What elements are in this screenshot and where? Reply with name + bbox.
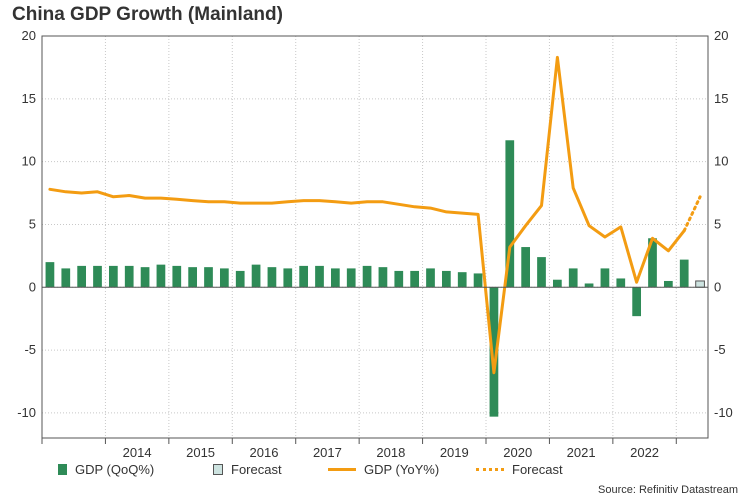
gdp-qoq-bar	[267, 267, 277, 288]
gdp-qoq-bar	[330, 268, 340, 288]
gdp-qoq-bar	[172, 265, 182, 288]
gdp-qoq-bar	[441, 270, 451, 288]
legend-bar-forecast: Forecast	[213, 462, 282, 477]
gdp-qoq-bar	[108, 265, 118, 288]
legend-line: GDP (YoY%)	[328, 462, 439, 477]
y-tick-label-left: 20	[22, 28, 36, 43]
forecast-line	[682, 195, 702, 233]
gdp-qoq-bar	[537, 257, 546, 288]
x-tick-label: 2016	[250, 445, 279, 460]
x-tick-label: 2022	[630, 445, 659, 460]
line-series	[48, 55, 702, 375]
gdp-qoq-bar	[315, 265, 324, 288]
gdp-qoq-bar	[473, 273, 483, 288]
gdp-qoq-bar	[283, 268, 293, 288]
legend-bar-swatch	[58, 464, 67, 475]
y-tick-label-left: 0	[29, 279, 36, 294]
y-tick-label-right: -10	[714, 405, 733, 420]
gdp-qoq-bar	[93, 265, 102, 288]
gdp-qoq-bar	[299, 265, 309, 288]
legend-line-forecast-label: Forecast	[512, 462, 563, 477]
gdp-qoq-bar	[679, 259, 689, 288]
x-tick-label: 2020	[503, 445, 532, 460]
gdp-qoq-bar	[600, 268, 610, 288]
gdp-qoq-bar	[45, 262, 55, 288]
gdp-qoq-bar	[584, 283, 594, 288]
y-tick-label-left: -5	[24, 342, 36, 357]
gdp-qoq-bar	[346, 268, 356, 288]
gdp-qoq-bar	[61, 268, 71, 288]
gdp-qoq-bar	[235, 270, 245, 288]
grid-lines	[42, 35, 708, 438]
gdp-qoq-bar	[457, 272, 467, 288]
y-tick-label-left: 10	[22, 154, 36, 169]
gdp-qoq-bar	[362, 265, 372, 288]
legend: GDP (QoQ%) Forecast GDP (YoY%) Forecast	[58, 462, 658, 482]
gdp-qoq-bar	[219, 268, 229, 288]
x-tick-label: 2018	[376, 445, 405, 460]
x-tick-label: 2015	[186, 445, 215, 460]
gdp-qoq-bar	[426, 268, 435, 288]
x-tick-label: 2014	[123, 445, 152, 460]
gdp-qoq-bar	[663, 280, 673, 288]
gdp-qoq-bar	[521, 247, 531, 288]
gdp-qoq-bar	[156, 264, 166, 288]
y-tick-label-left: 5	[29, 216, 36, 231]
legend-bar-forecast-label: Forecast	[231, 462, 282, 477]
y-tick-label-right: 20	[714, 28, 728, 43]
gdp-qoq-bar	[140, 267, 150, 288]
gdp-yoy-line	[48, 55, 686, 375]
legend-line-forecast-swatch	[476, 468, 504, 471]
x-tick-label: 2017	[313, 445, 342, 460]
y-tick-label-right: 0	[714, 279, 721, 294]
legend-bar-forecast-swatch	[213, 464, 223, 475]
gdp-qoq-bar	[552, 279, 562, 288]
gdp-qoq-bar	[489, 287, 499, 417]
legend-line-swatch	[328, 468, 356, 471]
gdp-qoq-bar	[378, 267, 388, 288]
legend-line-label: GDP (YoY%)	[364, 462, 440, 477]
y-tick-label-right: 15	[714, 91, 728, 106]
x-tick-label: 2019	[440, 445, 469, 460]
y-tick-label-left: 15	[22, 91, 36, 106]
gdp-qoq-bar	[632, 287, 642, 317]
gdp-qoq-bar	[251, 264, 261, 288]
gdp-qoq-bar	[77, 265, 87, 288]
gdp-qoq-bar	[505, 140, 515, 288]
gdp-qoq-bar	[568, 268, 578, 288]
y-tick-label-right: -5	[714, 342, 726, 357]
y-tick-label-right: 5	[714, 216, 721, 231]
gdp-qoq-bar	[410, 270, 420, 288]
gdp-qoq-bar	[648, 238, 657, 288]
bar-series	[45, 140, 705, 417]
forecast-bar	[695, 280, 705, 288]
legend-line-forecast: Forecast	[476, 462, 563, 477]
legend-bar: GDP (QoQ%)	[58, 462, 154, 477]
gdp-qoq-bar	[616, 278, 626, 288]
chart-title: China GDP Growth (Mainland)	[12, 4, 283, 25]
gdp-qoq-bar	[188, 267, 198, 288]
gdp-qoq-bar	[204, 267, 213, 288]
gdp-qoq-bar	[124, 265, 134, 288]
gdp-qoq-bar	[394, 270, 404, 288]
y-tick-label-left: -10	[17, 405, 36, 420]
legend-bar-label: GDP (QoQ%)	[75, 462, 155, 477]
source-note: Source: Refinitiv Datastream	[598, 484, 738, 496]
x-tick-label: 2021	[567, 445, 596, 460]
plot-frame	[41, 35, 709, 439]
y-tick-label-right: 10	[714, 154, 728, 169]
